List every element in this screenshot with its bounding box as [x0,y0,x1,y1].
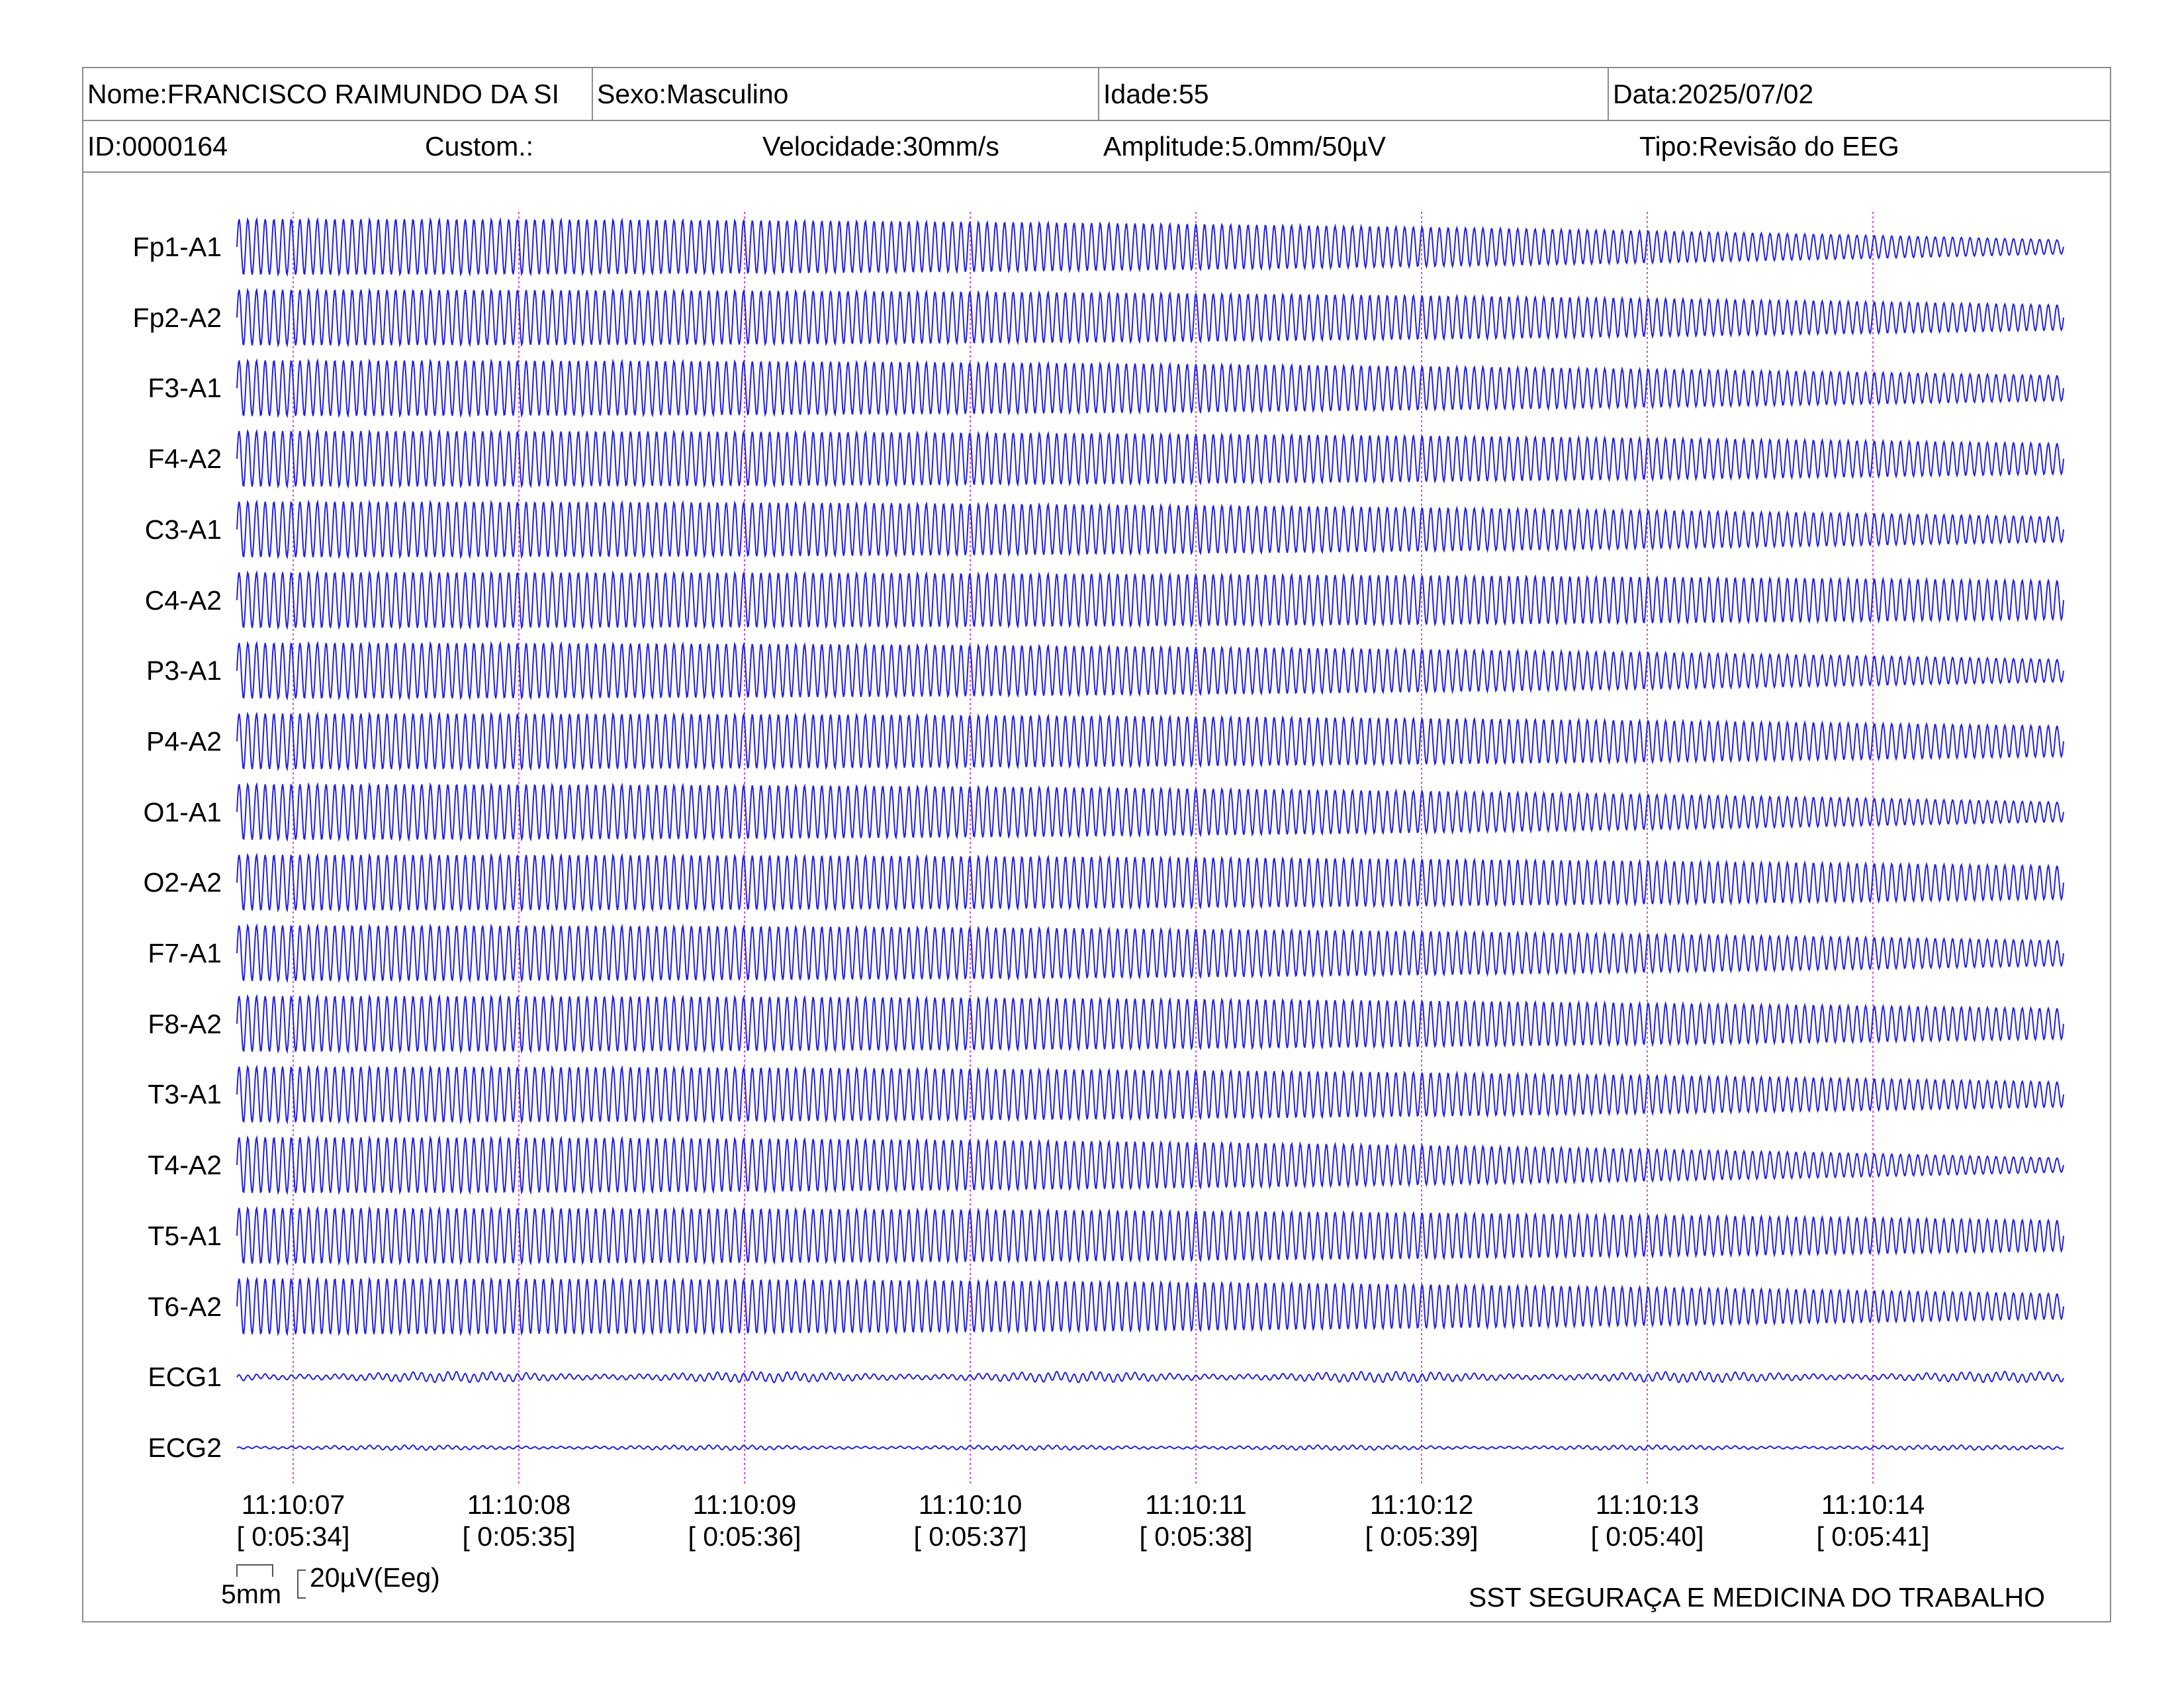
trace-p3-a1 [236,640,2064,701]
channel-label-p3-a1: P3-A1 [146,655,222,686]
channel-label-c4-a2: C4-A2 [144,585,222,616]
eeg-traces [236,216,2064,1451]
patient-id-field: ID: 0000164 [83,121,414,171]
exam-date-field: Data: 2025/07/02 [1609,68,2111,120]
time-scale-label: 5mm [221,1579,282,1609]
amplitude-field: Amplitude: 5.0mm/50µV [1099,121,1602,171]
channel-label-o1-a1: O1-A1 [143,796,222,827]
exam-type-field: Tipo: Revisão do EEG [1635,121,2109,171]
amplitude-label: Amplitude: [1103,130,1232,162]
channel-label-t3-a1: T3-A1 [148,1079,222,1110]
trace-t4-a2 [236,1135,2064,1196]
speed-value: 30mm/s [903,130,999,162]
time-marker-clock: 11:10:11 [1145,1489,1247,1520]
channel-label-fp1-a1: Fp1-A1 [132,232,222,262]
header-row-recording: ID: 0000164 Custom.: Velocidade: 30mm/s Am… [83,121,2110,173]
channel-label-c3-a1: C3-A1 [144,514,222,545]
trace-t6-a2 [236,1276,2064,1336]
channel-label-f8-a2: F8-A2 [148,1008,222,1039]
channel-label-t4-a2: T4-A2 [148,1150,222,1181]
patient-name-field: Nome: FRANCISCO RAIMUNDO DA SI [83,68,593,120]
speed-label: Velocidade: [762,130,903,162]
trace-ecg2 [236,1444,2064,1451]
trace-fp1-a1 [236,216,2064,277]
channel-label-fp2-a2: Fp2-A2 [132,302,222,333]
speed-field: Velocidade: 30mm/s [758,121,1103,171]
trace-c3-a1 [236,499,2064,560]
time-marker-clock: 11:10:12 [1369,1489,1474,1520]
channel-label-ecg1: ECG1 [148,1362,222,1393]
trace-o1-a1 [236,782,2064,843]
time-marker-elapsed: [ 0:05:36] [688,1521,801,1552]
channel-label-ecg2: ECG2 [148,1432,222,1463]
time-marker-elapsed: [ 0:05:41] [1816,1521,1930,1552]
organization-name: SST SEGURAÇA E MEDICINA DO TRABALHO [1468,1582,2045,1613]
exam-date-label: Data: [1613,78,1678,109]
patient-age-field: Idade: 55 [1099,68,1609,120]
custom-label: Custom.: [425,130,534,162]
time-marker-elapsed: [ 0:05:38] [1139,1521,1253,1552]
amplitude-value: 5.0mm/50µV [1231,130,1386,162]
calibration-marks [236,1564,306,1599]
channel-label-t6-a2: T6-A2 [148,1291,222,1322]
patient-name-label: Nome: [87,78,167,109]
custom-field: Custom.: [421,121,752,171]
trace-f4-a2 [236,428,2064,489]
eeg-report-frame: Nome: FRANCISCO RAIMUNDO DA SI Sexo: Mascu… [82,67,2111,1622]
patient-sex-label: Sexo: [597,78,666,109]
patient-sex-value: Masculino [666,78,789,109]
time-marker-lines [293,212,1874,1486]
channel-label-t5-a1: T5-A1 [148,1220,222,1251]
header-row-patient: Nome: FRANCISCO RAIMUNDO DA SI Sexo: Mascu… [83,68,2110,121]
channel-label-f4-a2: F4-A2 [148,444,222,475]
time-marker-clock: 11:10:07 [241,1489,345,1520]
amplitude-scale-bracket [297,1570,306,1599]
trace-c4-a2 [236,570,2064,630]
trace-f7-a1 [236,923,2064,984]
patient-id-value: 0000164 [122,130,228,162]
trace-fp2-a2 [236,287,2064,348]
amplitude-scale-label: 20µV(Eeg) [310,1562,440,1593]
time-marker-elapsed: [ 0:05:35] [462,1521,576,1552]
time-marker-clock: 11:10:08 [467,1489,571,1520]
channel-label-p4-a2: P4-A2 [146,726,222,757]
patient-age-value: 55 [1179,78,1209,109]
trace-o2-a2 [236,852,2064,913]
trace-f3-a1 [236,357,2064,418]
time-marker-clock: 11:10:14 [1821,1489,1925,1520]
time-marker-clock: 11:10:13 [1595,1489,1700,1520]
patient-name-value: FRANCISCO RAIMUNDO DA SI [167,78,560,109]
time-marker-elapsed: [ 0:05:39] [1365,1521,1479,1552]
channel-label-f3-a1: F3-A1 [148,373,222,404]
exam-date-value: 2025/07/02 [1678,78,1814,109]
time-marker-elapsed: [ 0:05:37] [913,1521,1027,1552]
exam-type-value: Revisão do EEG [1698,130,1899,162]
time-marker-clock: 11:10:09 [692,1489,797,1520]
channel-label-f7-a1: F7-A1 [148,938,222,968]
channel-label-o2-a2: O2-A2 [143,867,222,898]
time-scale-bracket [236,1564,273,1577]
time-marker-elapsed: [ 0:05:34] [236,1521,350,1552]
time-marker-clock: 11:10:10 [918,1489,1023,1520]
trace-p4-a2 [236,711,2064,772]
patient-sex-field: Sexo: Masculino [593,68,1099,120]
trace-ecg1 [236,1370,2064,1383]
patient-age-label: Idade: [1103,78,1179,109]
trace-t3-a1 [236,1064,2064,1125]
trace-f8-a2 [236,994,2064,1055]
trace-t5-a1 [236,1205,2064,1266]
exam-type-label: Tipo: [1639,130,1699,162]
patient-id-label: ID: [87,130,122,162]
time-marker-elapsed: [ 0:05:40] [1590,1521,1704,1552]
